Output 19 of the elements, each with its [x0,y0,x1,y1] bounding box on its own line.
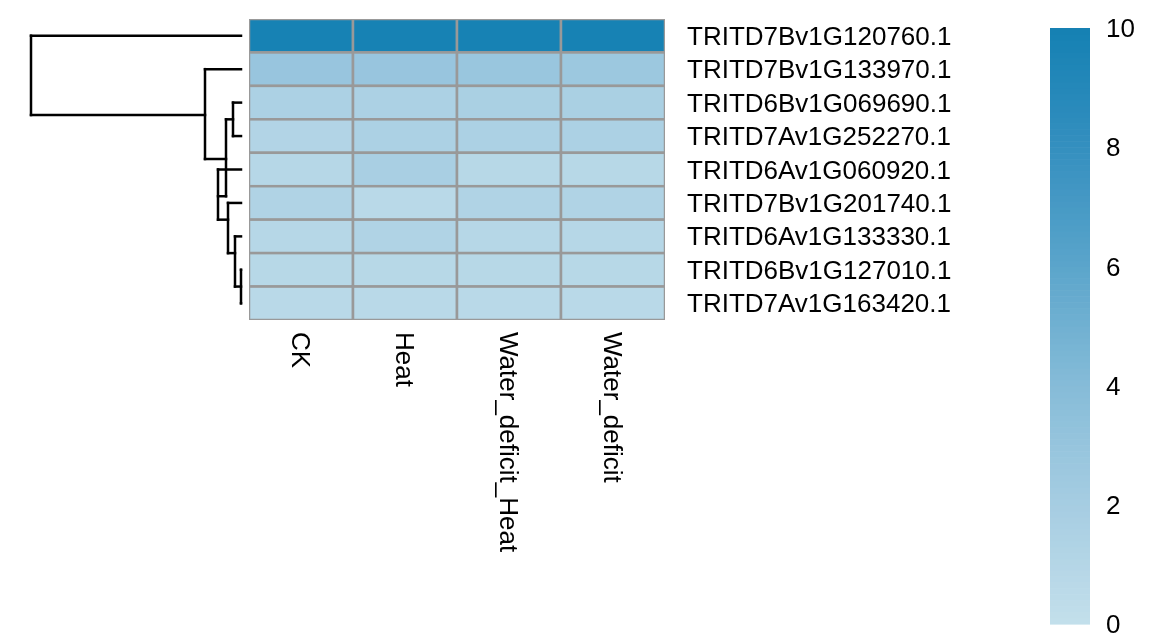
y-tick-label: TRITD7Av1G163420.1 [687,288,951,319]
y-tick-label: TRITD6Av1G133330.1 [687,221,951,252]
x-tick-label: CK [286,332,316,369]
color-bar-label: 4 [1106,370,1121,401]
x-tick-label: Water_deficit [598,332,628,484]
color-bar-label: 2 [1106,490,1121,521]
color-bar-label: 6 [1106,251,1121,282]
y-tick-label: TRITD7Bv1G133970.1 [687,54,952,85]
y-tick-label: TRITD7Av1G252270.1 [687,121,951,152]
x-tick-label: Water_deficit_Heat [494,332,524,553]
color-bar-label: 0 [1106,609,1121,640]
y-tick-label: TRITD7Bv1G120760.1 [687,20,952,51]
color-bar-label: 8 [1106,132,1121,163]
y-tick-label: TRITD6Av1G060920.1 [687,154,951,185]
color-bar-label: 10 [1106,13,1135,44]
x-tick-label: Heat [390,332,420,388]
y-tick-label: TRITD6Bv1G069690.1 [687,87,952,118]
y-tick-label: TRITD7Bv1G201740.1 [687,187,952,218]
y-tick-label: TRITD6Bv1G127010.1 [687,254,952,285]
